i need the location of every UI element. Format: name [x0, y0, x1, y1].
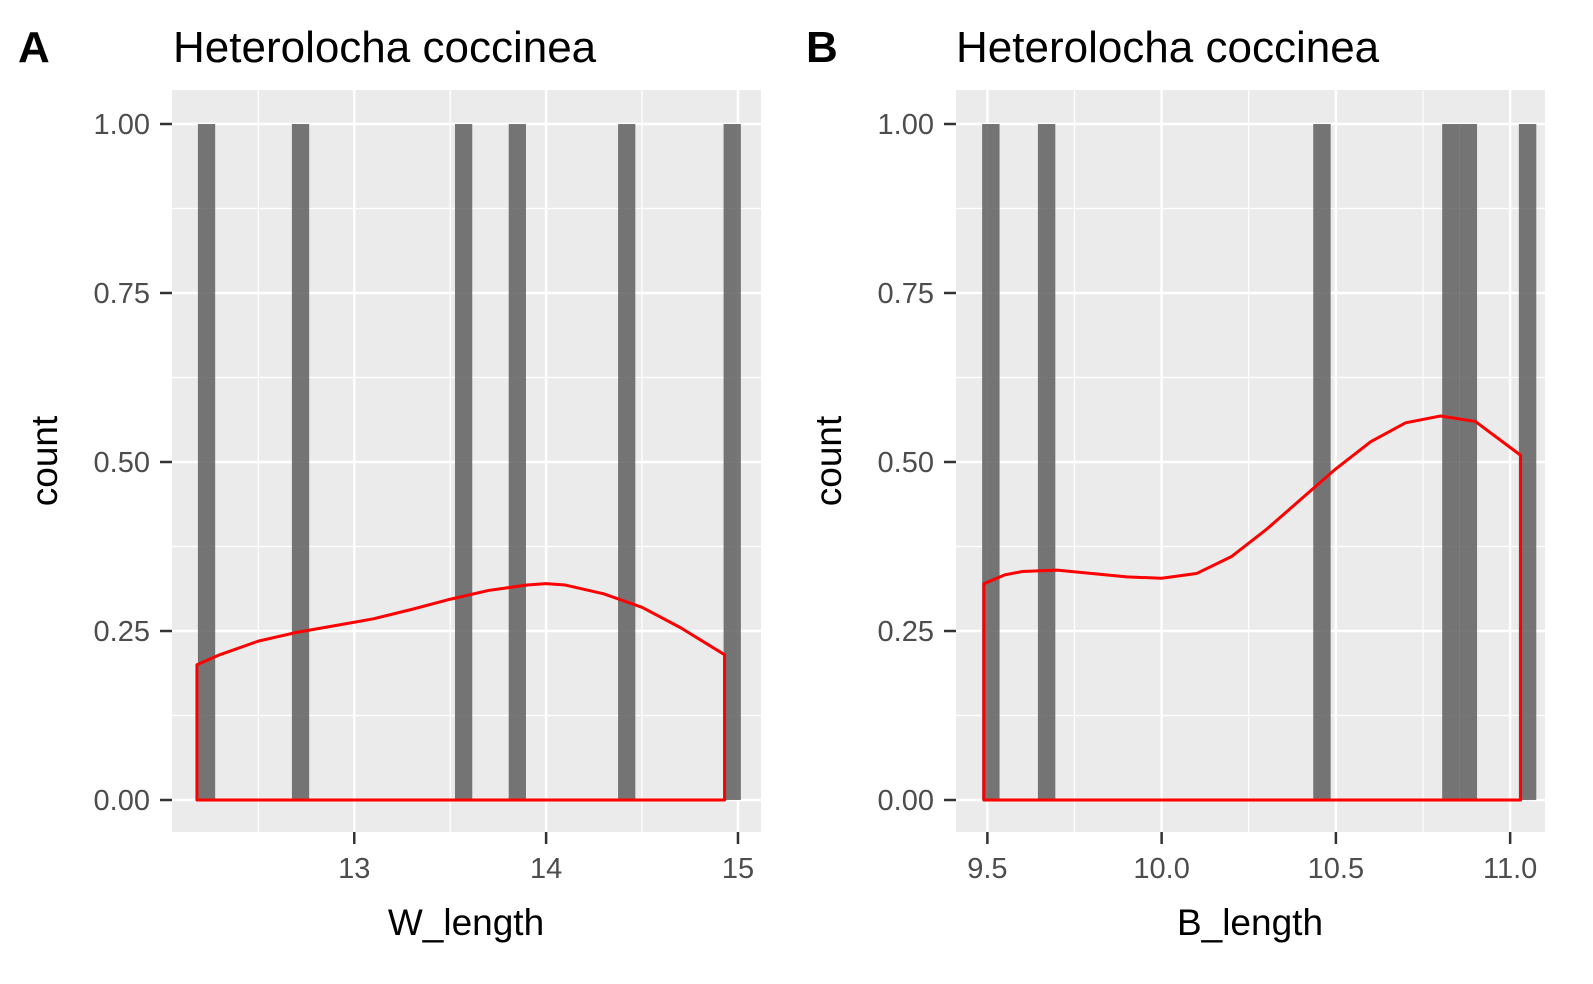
y-tick-label: 0.50 [878, 447, 934, 479]
y-tick-label: 1.00 [94, 109, 150, 141]
density-curve [195, 582, 727, 802]
x-axis-title: W_length [388, 902, 544, 943]
histogram-bar [1518, 124, 1537, 800]
y-tick-label: 0.25 [94, 616, 150, 648]
y-tick-label: 0.25 [878, 616, 934, 648]
histogram-bar [1442, 124, 1460, 800]
histogram-bar [291, 124, 310, 800]
x-tick-label: 10.0 [1133, 853, 1189, 885]
panel-label: B [806, 23, 838, 72]
x-tick-label: 13 [338, 853, 370, 885]
x-tick-label: 15 [722, 853, 754, 885]
y-tick-label: 0.00 [878, 785, 934, 817]
histogram-bar [618, 124, 636, 800]
plot-area: 0.00 0.25 0.50 0.75 1.00 13 14 15 [94, 90, 761, 885]
histogram-bar [1313, 124, 1331, 800]
density-curve [982, 414, 1523, 802]
histogram-bar [1037, 124, 1056, 800]
panel-a: 0.00 0.25 0.50 0.75 1.00 13 14 15 A Heterolocha… [18, 23, 761, 943]
histogram-bar [982, 124, 1000, 800]
y-tick-label: 0.75 [878, 278, 934, 310]
y-axis-title: count [24, 415, 65, 506]
x-tick-label: 14 [530, 853, 562, 885]
y-tick-label: 0.00 [94, 785, 150, 817]
x-tick-label: 11.0 [1483, 853, 1537, 885]
y-axis-title: count [808, 415, 849, 506]
histogram-bar [508, 124, 526, 800]
chart-title: Heterolocha coccinea [956, 23, 1380, 72]
panel-b: 0.00 0.25 0.50 0.75 1.00 9.5 10.0 10.5 11.0 B He… [806, 23, 1545, 943]
histogram-bar [454, 124, 473, 800]
histogram-bar [1459, 124, 1478, 800]
y-tick-label: 0.75 [94, 278, 150, 310]
x-tick-label: 9.5 [967, 853, 1007, 885]
histogram-bar [723, 124, 741, 800]
x-tick-label: 10.5 [1308, 853, 1364, 885]
chart-title: Heterolocha coccinea [173, 23, 597, 72]
histogram-bar [197, 124, 216, 800]
panel-label: A [18, 23, 50, 72]
y-tick-label: 1.00 [878, 109, 934, 141]
y-tick-label: 0.50 [94, 447, 150, 479]
plot-area: 0.00 0.25 0.50 0.75 1.00 9.5 10.0 10.5 11.0 [878, 90, 1545, 885]
x-axis-title: B_length [1177, 902, 1323, 943]
